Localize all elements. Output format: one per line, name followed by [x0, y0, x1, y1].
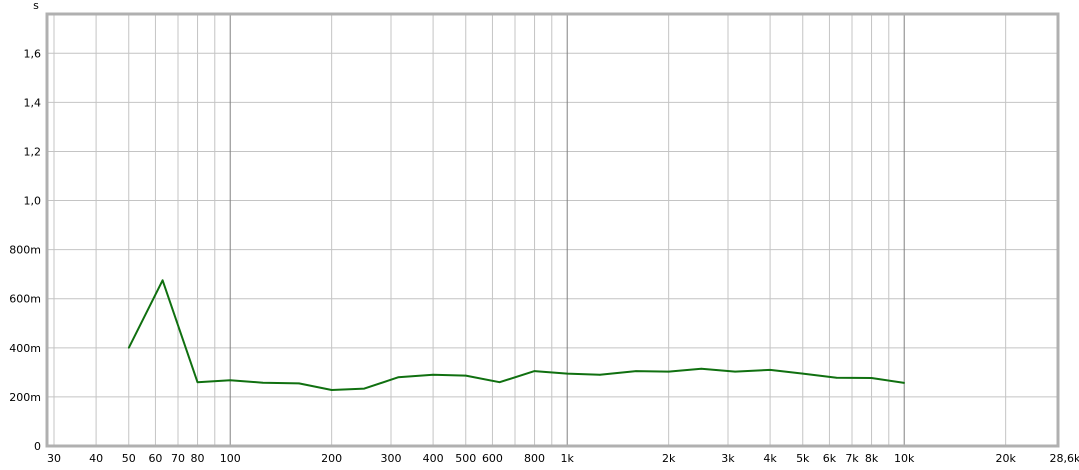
x-tick-label: 8k [865, 452, 879, 465]
data-point [298, 382, 300, 385]
x-tick-label: 500 [455, 452, 476, 465]
data-point [498, 381, 501, 383]
x-tick-label: 200 [321, 452, 342, 465]
x-tick-label: 10k [894, 452, 915, 465]
data-point [835, 376, 838, 379]
series-line [127, 279, 905, 391]
data-point [769, 369, 771, 371]
data-point [397, 376, 399, 379]
x-tick-label: 28,6kHz [1050, 452, 1079, 465]
x-tick-label: 300 [380, 452, 401, 465]
data-point [667, 370, 670, 373]
data-point [734, 370, 736, 373]
data-point [330, 389, 333, 391]
data-point [161, 279, 164, 282]
y-tick-label: 1,0 [24, 195, 42, 208]
data-point [229, 379, 232, 382]
x-tick-label: 100 [220, 452, 241, 465]
x-tick-label: 40 [89, 452, 103, 465]
x-tick-label: 70 [171, 452, 185, 465]
x-tick-label: 60 [148, 452, 162, 465]
data-point [700, 367, 703, 370]
x-tick-label: 1k [561, 452, 575, 465]
x-tick-label: 30 [47, 452, 61, 465]
y-axis-label: s [33, 0, 39, 12]
x-tick-label: 4k [763, 452, 777, 465]
x-tick-label: 400 [423, 452, 444, 465]
x-tick-label: 6k [823, 452, 837, 465]
x-tick-label: 20k [995, 452, 1016, 465]
data-point [801, 372, 804, 375]
data-point [127, 347, 130, 349]
data-point [903, 382, 906, 384]
x-tick-label: 2k [662, 452, 676, 465]
data-point [196, 381, 199, 383]
data-point [533, 370, 536, 372]
x-tick-label: 5k [796, 452, 810, 465]
data-point [870, 377, 873, 379]
x-tick-label: 800 [524, 452, 545, 465]
x-tick-label: 7k [845, 452, 859, 465]
data-point [464, 374, 467, 377]
y-tick-label: 1,4 [24, 96, 42, 109]
x-tick-label: 3k [721, 452, 735, 465]
x-tick-label: 600 [482, 452, 503, 465]
x-tick-label: 50 [122, 452, 136, 465]
y-tick-label: 0 [34, 440, 41, 453]
y-tick-label: 200m [9, 391, 41, 404]
y-tick-label: 1,6 [24, 47, 42, 60]
data-point [262, 381, 264, 384]
y-tick-label: 600m [9, 293, 41, 306]
data-point [363, 387, 366, 390]
y-tick-label: 400m [9, 342, 41, 355]
y-tick-label: 1,2 [24, 145, 42, 158]
data-point [432, 374, 434, 376]
x-tick-label: 80 [191, 452, 205, 465]
data-point [635, 370, 637, 372]
plot-frame [45, 12, 1060, 448]
y-tick-label: 800m [9, 244, 41, 257]
data-point [599, 374, 601, 376]
data-point [566, 372, 569, 375]
